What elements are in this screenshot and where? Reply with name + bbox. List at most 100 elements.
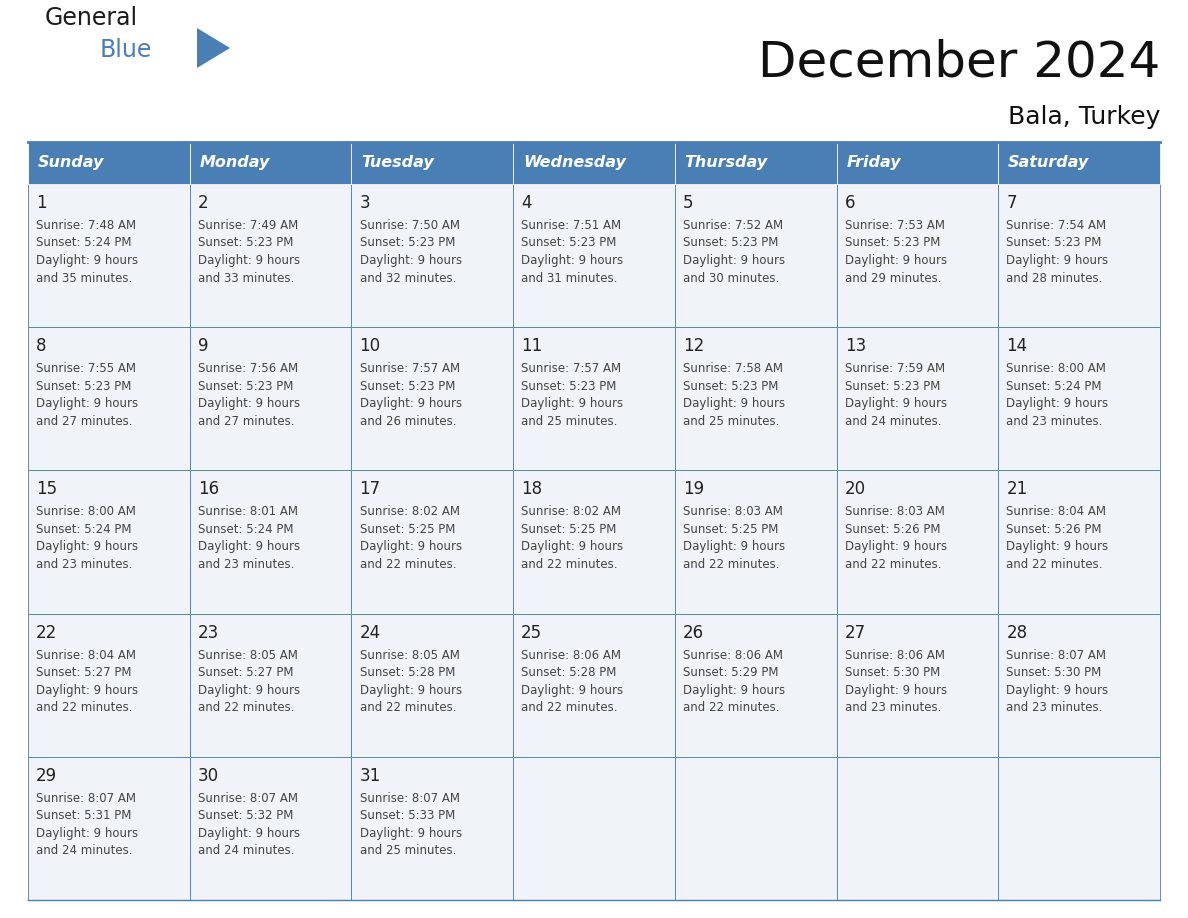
Text: Sunrise: 7:57 AM: Sunrise: 7:57 AM: [522, 363, 621, 375]
Bar: [29, 613, 190, 756]
Text: and 22 minutes.: and 22 minutes.: [683, 558, 779, 571]
Text: Sunrise: 7:50 AM: Sunrise: 7:50 AM: [360, 219, 460, 232]
Text: Daylight: 9 hours: Daylight: 9 hours: [197, 541, 299, 554]
Text: Sunday: Sunday: [38, 155, 105, 171]
Text: Wednesday: Wednesday: [523, 155, 626, 171]
Text: Sunrise: 7:51 AM: Sunrise: 7:51 AM: [522, 219, 621, 232]
Text: Sunset: 5:23 PM: Sunset: 5:23 PM: [683, 237, 778, 250]
Text: and 23 minutes.: and 23 minutes.: [1006, 701, 1102, 714]
Bar: [352, 327, 513, 470]
Text: 5: 5: [683, 194, 694, 212]
Text: 23: 23: [197, 623, 219, 642]
Text: and 23 minutes.: and 23 minutes.: [845, 701, 941, 714]
Bar: [998, 142, 1159, 184]
Text: and 31 minutes.: and 31 minutes.: [522, 272, 618, 285]
Bar: [29, 470, 190, 613]
Bar: [675, 327, 836, 470]
Text: 11: 11: [522, 337, 543, 355]
Text: Daylight: 9 hours: Daylight: 9 hours: [522, 397, 624, 410]
Text: Daylight: 9 hours: Daylight: 9 hours: [36, 541, 138, 554]
Text: Sunrise: 7:57 AM: Sunrise: 7:57 AM: [360, 363, 460, 375]
Text: and 23 minutes.: and 23 minutes.: [197, 558, 295, 571]
Text: Daylight: 9 hours: Daylight: 9 hours: [845, 684, 947, 697]
Text: Daylight: 9 hours: Daylight: 9 hours: [36, 684, 138, 697]
Text: Sunset: 5:31 PM: Sunset: 5:31 PM: [36, 810, 132, 823]
Bar: [513, 613, 675, 756]
Text: Daylight: 9 hours: Daylight: 9 hours: [522, 684, 624, 697]
Text: Sunrise: 7:59 AM: Sunrise: 7:59 AM: [845, 363, 944, 375]
Text: 30: 30: [197, 767, 219, 785]
Text: Sunrise: 8:03 AM: Sunrise: 8:03 AM: [845, 506, 944, 519]
Text: Sunset: 5:33 PM: Sunset: 5:33 PM: [360, 810, 455, 823]
Text: Daylight: 9 hours: Daylight: 9 hours: [1006, 254, 1108, 267]
Text: Sunset: 5:28 PM: Sunset: 5:28 PM: [360, 666, 455, 679]
Text: 1: 1: [36, 194, 46, 212]
Bar: [998, 756, 1159, 900]
Text: 13: 13: [845, 337, 866, 355]
Text: and 23 minutes.: and 23 minutes.: [1006, 415, 1102, 428]
Bar: [513, 327, 675, 470]
Bar: [836, 142, 998, 184]
Text: Sunset: 5:25 PM: Sunset: 5:25 PM: [683, 523, 778, 536]
Text: and 25 minutes.: and 25 minutes.: [360, 845, 456, 857]
Bar: [675, 142, 836, 184]
Text: and 32 minutes.: and 32 minutes.: [360, 272, 456, 285]
Text: Sunset: 5:23 PM: Sunset: 5:23 PM: [36, 380, 132, 393]
Text: Sunset: 5:24 PM: Sunset: 5:24 PM: [1006, 380, 1102, 393]
Text: Sunrise: 7:54 AM: Sunrise: 7:54 AM: [1006, 219, 1106, 232]
Text: Blue: Blue: [100, 38, 152, 62]
Text: Sunset: 5:23 PM: Sunset: 5:23 PM: [360, 237, 455, 250]
Bar: [998, 470, 1159, 613]
Text: and 22 minutes.: and 22 minutes.: [197, 701, 295, 714]
Text: 31: 31: [360, 767, 381, 785]
Text: Sunrise: 8:05 AM: Sunrise: 8:05 AM: [197, 649, 298, 662]
Text: 14: 14: [1006, 337, 1028, 355]
Text: and 22 minutes.: and 22 minutes.: [845, 558, 941, 571]
Bar: [675, 613, 836, 756]
Text: 12: 12: [683, 337, 704, 355]
Text: Sunset: 5:27 PM: Sunset: 5:27 PM: [197, 666, 293, 679]
Text: 20: 20: [845, 480, 866, 498]
Text: Daylight: 9 hours: Daylight: 9 hours: [36, 254, 138, 267]
Text: Sunrise: 8:00 AM: Sunrise: 8:00 AM: [1006, 363, 1106, 375]
Text: and 25 minutes.: and 25 minutes.: [522, 415, 618, 428]
Text: Daylight: 9 hours: Daylight: 9 hours: [360, 397, 462, 410]
Text: Sunrise: 8:02 AM: Sunrise: 8:02 AM: [522, 506, 621, 519]
Text: Sunset: 5:24 PM: Sunset: 5:24 PM: [36, 237, 132, 250]
Text: Sunrise: 8:07 AM: Sunrise: 8:07 AM: [360, 792, 460, 805]
Text: Sunset: 5:26 PM: Sunset: 5:26 PM: [1006, 523, 1102, 536]
Text: Sunset: 5:23 PM: Sunset: 5:23 PM: [522, 237, 617, 250]
Text: Sunrise: 8:03 AM: Sunrise: 8:03 AM: [683, 506, 783, 519]
Text: Sunrise: 7:52 AM: Sunrise: 7:52 AM: [683, 219, 783, 232]
Text: 28: 28: [1006, 623, 1028, 642]
Text: General: General: [45, 6, 138, 30]
Text: Sunset: 5:26 PM: Sunset: 5:26 PM: [845, 523, 940, 536]
Bar: [513, 470, 675, 613]
Text: Sunset: 5:23 PM: Sunset: 5:23 PM: [845, 237, 940, 250]
Bar: [836, 613, 998, 756]
Text: Daylight: 9 hours: Daylight: 9 hours: [522, 254, 624, 267]
Text: 29: 29: [36, 767, 57, 785]
Text: Daylight: 9 hours: Daylight: 9 hours: [683, 397, 785, 410]
Text: and 23 minutes.: and 23 minutes.: [36, 558, 132, 571]
Bar: [190, 470, 352, 613]
Bar: [29, 142, 190, 184]
Text: Sunrise: 8:01 AM: Sunrise: 8:01 AM: [197, 506, 298, 519]
Text: and 26 minutes.: and 26 minutes.: [360, 415, 456, 428]
Bar: [675, 470, 836, 613]
Text: Sunrise: 8:07 AM: Sunrise: 8:07 AM: [1006, 649, 1106, 662]
Bar: [998, 613, 1159, 756]
Text: Daylight: 9 hours: Daylight: 9 hours: [522, 541, 624, 554]
Text: 27: 27: [845, 623, 866, 642]
Bar: [29, 184, 190, 327]
Text: Sunset: 5:30 PM: Sunset: 5:30 PM: [1006, 666, 1101, 679]
Text: Sunrise: 7:55 AM: Sunrise: 7:55 AM: [36, 363, 137, 375]
Text: Saturday: Saturday: [1007, 155, 1089, 171]
Text: 6: 6: [845, 194, 855, 212]
Text: Sunrise: 7:48 AM: Sunrise: 7:48 AM: [36, 219, 137, 232]
Text: and 22 minutes.: and 22 minutes.: [1006, 558, 1102, 571]
Text: Daylight: 9 hours: Daylight: 9 hours: [683, 541, 785, 554]
Bar: [352, 613, 513, 756]
Text: Bala, Turkey: Bala, Turkey: [1007, 105, 1159, 129]
Text: Daylight: 9 hours: Daylight: 9 hours: [360, 254, 462, 267]
